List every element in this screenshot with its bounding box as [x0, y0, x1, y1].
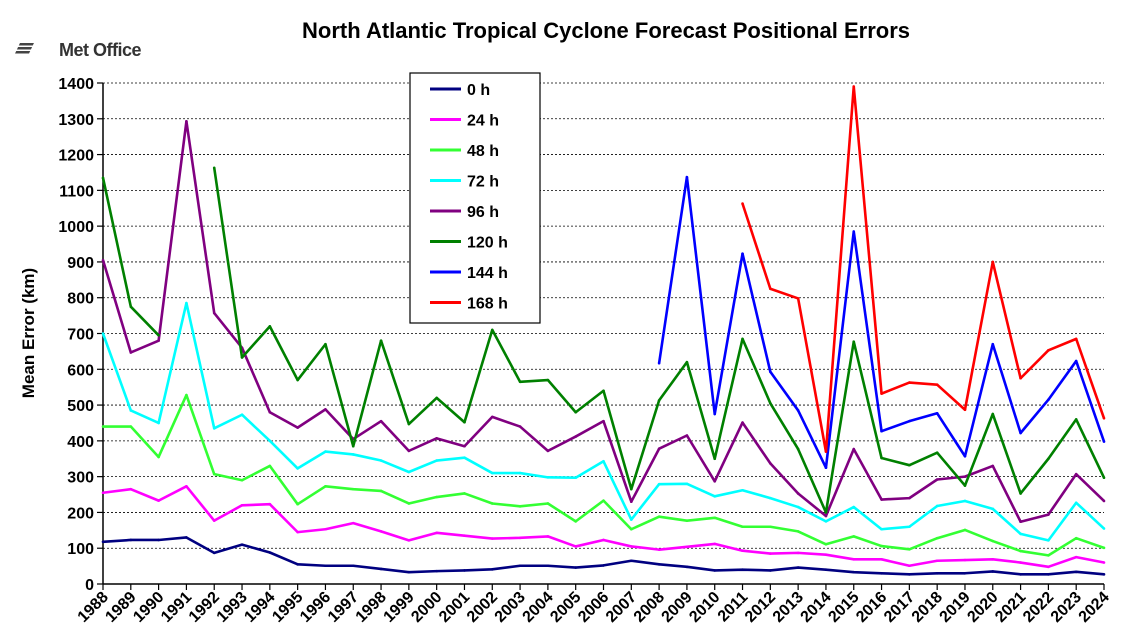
gridlines: [103, 82, 1104, 549]
x-tick-label: 2015: [825, 589, 862, 626]
y-tick-label: 100: [67, 541, 94, 558]
met-office-logo: Met Office: [15, 40, 142, 60]
y-tick-label: 1200: [58, 148, 94, 165]
x-tick-label: 1988: [75, 589, 112, 626]
legend-label: 168 h: [467, 296, 508, 313]
series-120-h: [101, 166, 1106, 514]
x-tick-label: 2024: [1076, 589, 1113, 626]
x-tick-label: 2014: [798, 589, 835, 626]
y-tick-label: 1000: [58, 219, 94, 236]
x-tick-label: 2010: [686, 589, 723, 626]
logo-text: Met Office: [59, 40, 142, 60]
x-tick-label: 2005: [547, 589, 584, 626]
series-24-h: [101, 485, 1106, 569]
x-tick-label: 1992: [186, 589, 223, 626]
x-tick-label: 2004: [520, 589, 557, 626]
legend-label: 120 h: [467, 235, 508, 252]
series-144-h: [657, 175, 1106, 469]
x-tick-label: 1990: [130, 589, 167, 626]
x-tick-label: 1989: [102, 589, 139, 626]
x-tick-label: 2016: [853, 589, 890, 626]
series-line: [741, 85, 1106, 453]
series-72-h: [101, 301, 1106, 542]
legend: 0 h 24 h 48 h 72 h 96 h 120 h 144 h 168 h: [409, 72, 541, 324]
x-tick-label: 1993: [214, 589, 251, 626]
series-line: [657, 175, 1106, 469]
x-tick-label: 2009: [659, 589, 696, 626]
y-tick-label: 700: [67, 327, 94, 344]
chart-title: North Atlantic Tropical Cyclone Forecast…: [302, 18, 910, 43]
x-tick-label: 1995: [269, 589, 306, 626]
y-tick-label: 300: [67, 470, 94, 487]
x-tick-label: 2023: [1048, 589, 1085, 626]
x-tick-label: 1997: [325, 589, 362, 626]
y-tick-label: 800: [67, 291, 94, 308]
legend-label: 24 h: [467, 113, 499, 130]
series-line: [103, 393, 1105, 557]
series-168-h: [741, 85, 1106, 453]
y-tick-labels: 0 100 200 300 400 500 600 700 800 900 1000 1100 1200…: [58, 76, 94, 594]
y-tick-label: 400: [67, 434, 94, 451]
y-tick-label: 500: [67, 398, 94, 415]
y-tick-label: 0: [85, 577, 94, 594]
x-tick-label: 2021: [992, 589, 1029, 626]
series-line: [102, 536, 1105, 576]
x-tick-label: 2012: [742, 589, 779, 626]
series-line: [212, 167, 1106, 514]
y-tick-label: 200: [67, 505, 94, 522]
series-line: [101, 119, 1105, 524]
x-tick-label: 2011: [715, 589, 752, 626]
x-tick-label: 2013: [770, 589, 807, 626]
x-tick-label: 1998: [353, 589, 390, 626]
x-tick-label: 2003: [492, 589, 529, 626]
legend-label: 96 h: [467, 204, 499, 221]
legend-label: 144 h: [467, 265, 508, 282]
series-line: [102, 485, 1105, 569]
x-tick-label: 2022: [1020, 589, 1057, 626]
x-tick-label: 1991: [158, 589, 195, 626]
y-tick-label: 900: [67, 255, 94, 272]
x-tick-labels: 1988198919901991199219931994199519961997…: [75, 589, 1113, 626]
series-line: [101, 301, 1105, 542]
axes: [97, 82, 1105, 590]
legend-label: 72 h: [467, 174, 499, 191]
y-tick-label: 1300: [58, 112, 94, 129]
legend-label: 0 h: [467, 82, 490, 99]
legend-box: [409, 72, 541, 324]
y-tick-label: 600: [67, 362, 94, 379]
x-tick-label: 2001: [436, 589, 473, 626]
x-tick-label: 2000: [408, 589, 445, 626]
x-tick-label: 1999: [381, 589, 418, 626]
x-tick-label: 2019: [937, 589, 974, 626]
series-lines: [101, 85, 1106, 576]
x-tick-label: 1996: [297, 589, 334, 626]
logo-icon: [15, 43, 34, 54]
y-axis-label: Mean Error (km): [19, 268, 38, 398]
legend-label: 48 h: [467, 143, 499, 160]
x-tick-label: 2002: [464, 589, 501, 626]
x-tick-label: 2007: [603, 589, 640, 626]
x-tick-label: 2020: [964, 589, 1001, 626]
y-tick-label: 1400: [58, 76, 94, 93]
series-96-h: [101, 119, 1106, 524]
y-tick-label: 1100: [59, 183, 94, 200]
series-48-h: [101, 393, 1106, 557]
x-tick-label: 2018: [909, 589, 946, 626]
x-tick-label: 2006: [575, 589, 612, 626]
x-tick-label: 2008: [631, 589, 668, 626]
series-line: [101, 177, 160, 337]
x-tick-label: 2017: [881, 589, 918, 626]
series-0-h: [101, 536, 1106, 576]
x-tick-label: 1994: [241, 589, 278, 626]
